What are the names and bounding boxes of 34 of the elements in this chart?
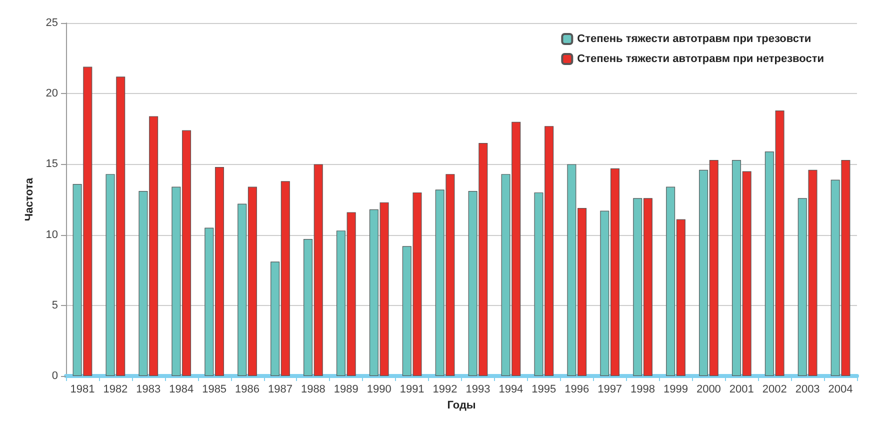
x-tick-label: 2001 bbox=[729, 384, 754, 396]
y-tick-label: 20 bbox=[46, 88, 58, 100]
x-tick-label: 1985 bbox=[202, 384, 227, 396]
x-tick-label: 1984 bbox=[169, 384, 194, 396]
y-tick-label: 10 bbox=[46, 228, 58, 241]
legend-label: Степень тяжести автотравм при трезовсти bbox=[577, 33, 812, 45]
x-tick-label: 1997 bbox=[598, 384, 622, 396]
x-tick-label: 1987 bbox=[268, 384, 292, 396]
x-tick-label: 2004 bbox=[828, 384, 853, 396]
x-tick-label: 1994 bbox=[498, 384, 524, 396]
x-tick-label: 1995 bbox=[532, 384, 556, 396]
x-tick-label: 1992 bbox=[432, 384, 458, 396]
x-tick-label: 2000 bbox=[696, 384, 721, 396]
x-tick-label: 1986 bbox=[235, 384, 260, 396]
x-tick-label: 1989 bbox=[334, 384, 358, 396]
x-tick-label: 1982 bbox=[103, 384, 128, 396]
x-tick-label: 2002 bbox=[762, 384, 787, 396]
x-axis-title: Годы bbox=[447, 399, 476, 412]
legend-label: Степень тяжести автотравм при нетрезвости bbox=[577, 53, 824, 65]
y-tick-label: 25 bbox=[46, 17, 58, 29]
x-tick-label: 1983 bbox=[136, 384, 161, 396]
x-tick-label: 1999 bbox=[663, 384, 688, 396]
y-tick-label: 5 bbox=[52, 299, 58, 312]
x-tick-label: 1990 bbox=[366, 384, 392, 396]
x-tick-label: 1998 bbox=[630, 384, 656, 396]
x-tick-label: 1981 bbox=[70, 384, 95, 396]
x-tick-label: 1988 bbox=[300, 384, 326, 396]
y-tick-label: 0 bbox=[52, 370, 58, 382]
x-tick-label: 1996 bbox=[564, 384, 590, 396]
y-tick-label: 15 bbox=[46, 158, 58, 170]
x-tick-label: 1993 bbox=[466, 384, 490, 396]
x-tick-label: 1991 bbox=[400, 384, 424, 396]
x-tick-label: 2003 bbox=[795, 384, 820, 396]
y-axis-title: Частота bbox=[23, 177, 36, 222]
